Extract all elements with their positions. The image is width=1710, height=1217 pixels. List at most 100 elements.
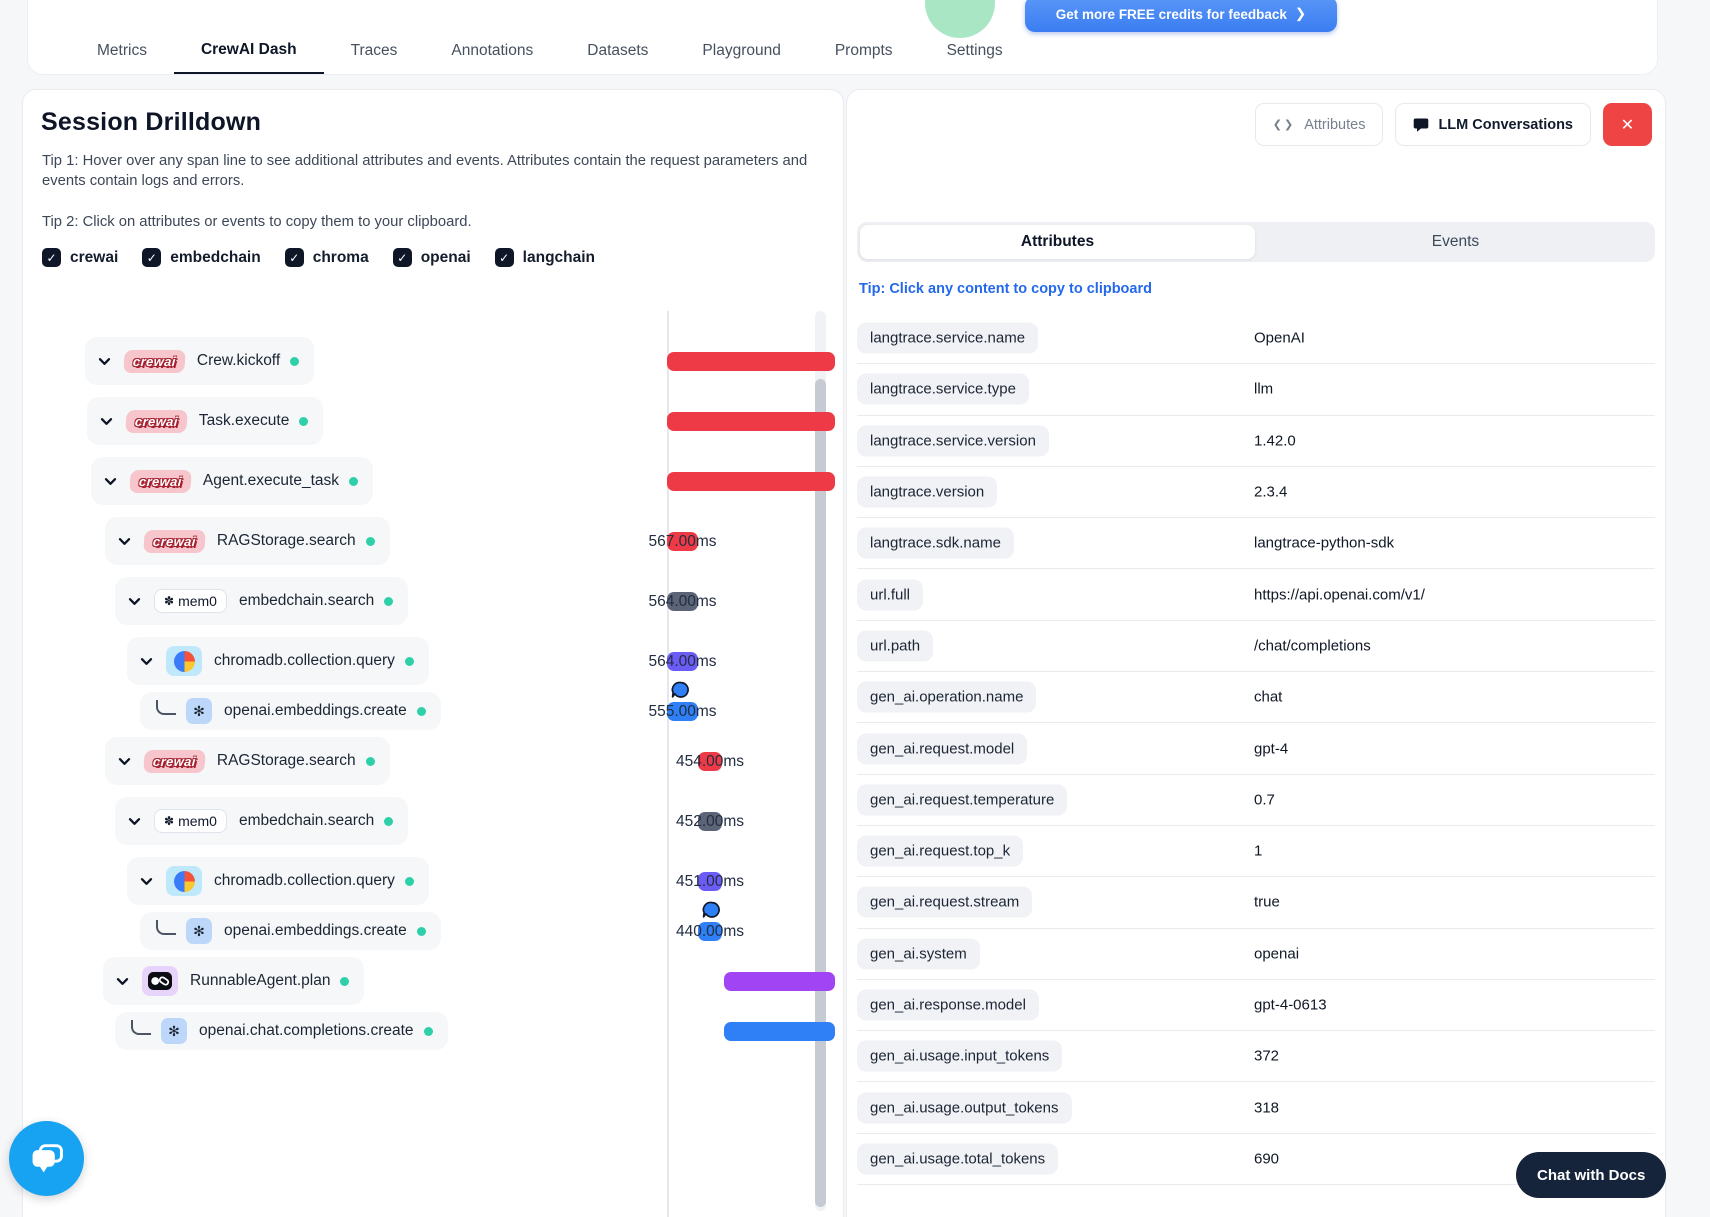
attribute-row[interactable]: langtrace.version 2.3.4 — [857, 467, 1655, 519]
attribute-key-chip[interactable]: langtrace.service.name — [857, 322, 1039, 354]
attribute-key-chip[interactable]: gen_ai.usage.output_tokens — [857, 1092, 1072, 1124]
attribute-row[interactable]: langtrace.service.name OpenAI — [857, 313, 1655, 365]
checkbox-checked-icon[interactable]: ✓ — [142, 248, 162, 267]
timeline-duration-chip[interactable] — [698, 751, 722, 771]
attribute-value[interactable]: llm — [1254, 380, 1274, 398]
attribute-value[interactable]: langtrace-python-sdk — [1254, 534, 1395, 552]
nav-tab-metrics[interactable]: Metrics — [97, 41, 147, 59]
chat-widget-button[interactable] — [9, 1121, 84, 1196]
checkbox-checked-icon[interactable]: ✓ — [494, 248, 514, 267]
attribute-row[interactable]: gen_ai.usage.total_tokens 690 — [857, 1134, 1655, 1186]
checkbox-checked-icon[interactable]: ✓ — [284, 248, 304, 267]
attribute-value[interactable]: chat — [1254, 688, 1283, 706]
attribute-row[interactable]: gen_ai.usage.input_tokens 372 — [857, 1031, 1655, 1083]
nav-tab-crewai-dash[interactable]: CrewAI Dash — [173, 27, 324, 74]
attribute-row[interactable]: langtrace.service.version 1.42.0 — [857, 416, 1655, 467]
nav-tab-prompts[interactable]: Prompts — [834, 41, 893, 59]
free-credits-button[interactable]: Get more FREE credits for feedback ❯ — [1025, 0, 1337, 32]
nav-tab-playground[interactable]: Playground — [702, 41, 781, 59]
span-row-Task-execute[interactable]: crewai Task.execute — [87, 397, 324, 445]
attribute-row[interactable]: gen_ai.system openai — [857, 929, 1655, 980]
checkbox-checked-icon[interactable]: ✓ — [42, 248, 61, 267]
span-row-embedchain-search[interactable]: ✽ mem0 embedchain.search — [115, 797, 409, 845]
attribute-value[interactable]: gpt-4-0613 — [1254, 996, 1327, 1014]
chevron-down-icon[interactable] — [115, 974, 130, 989]
attribute-value[interactable]: 0.7 — [1254, 791, 1275, 809]
attribute-key-chip[interactable]: gen_ai.request.model — [857, 733, 1028, 765]
attribute-key-chip[interactable]: url.full — [857, 579, 924, 611]
attribute-row[interactable]: gen_ai.request.model gpt-4 — [857, 723, 1655, 775]
timeline-duration-chip[interactable] — [698, 871, 722, 891]
timeline-duration-chip[interactable] — [667, 591, 698, 611]
chevron-down-icon[interactable] — [139, 654, 154, 669]
llm-conversations-button[interactable]: LLM Conversations — [1395, 103, 1591, 146]
chevron-down-icon[interactable] — [97, 354, 112, 369]
attribute-row[interactable]: gen_ai.response.model gpt-4-0613 — [857, 980, 1655, 1032]
chevron-down-icon[interactable] — [127, 814, 142, 829]
timeline-bar[interactable] — [667, 471, 835, 491]
attribute-value[interactable]: openai — [1254, 945, 1300, 963]
attribute-key-chip[interactable]: langtrace.service.version — [857, 425, 1049, 457]
attribute-key-chip[interactable]: gen_ai.operation.name — [857, 681, 1037, 713]
filter-crewai[interactable]: ✓ crewai — [42, 248, 118, 267]
attribute-row[interactable]: gen_ai.operation.name chat — [857, 672, 1655, 724]
attribute-value[interactable]: 1 — [1254, 842, 1263, 860]
attribute-key-chip[interactable]: gen_ai.usage.input_tokens — [857, 1040, 1063, 1072]
chevron-down-icon[interactable] — [103, 474, 118, 489]
filter-chroma[interactable]: ✓ chroma — [284, 248, 369, 267]
chat-with-docs-button[interactable]: Chat with Docs — [1516, 1152, 1667, 1198]
timeline-bar[interactable] — [724, 971, 835, 991]
scrollbar-thumb[interactable] — [815, 379, 826, 1207]
checkbox-checked-icon[interactable]: ✓ — [392, 248, 412, 267]
attribute-key-chip[interactable]: gen_ai.request.top_k — [857, 835, 1024, 867]
attribute-value[interactable]: OpenAI — [1254, 329, 1305, 347]
attribute-row[interactable]: gen_ai.usage.output_tokens 318 — [857, 1082, 1655, 1134]
nav-tab-datasets[interactable]: Datasets — [587, 41, 649, 59]
timeline-bar[interactable] — [667, 411, 835, 431]
attribute-key-chip[interactable]: langtrace.sdk.name — [857, 527, 1014, 559]
tab-events[interactable]: Events — [1431, 233, 1480, 250]
chevron-down-icon[interactable] — [99, 414, 114, 429]
chevron-down-icon[interactable] — [139, 874, 154, 889]
attribute-value[interactable]: gpt-4 — [1254, 740, 1289, 758]
attribute-value[interactable]: true — [1254, 893, 1280, 911]
chevron-down-icon[interactable] — [117, 534, 132, 549]
timeline-duration-chip[interactable] — [698, 811, 722, 831]
span-row-RAGStorage-search[interactable]: crewai RAGStorage.search — [105, 517, 390, 565]
timeline-duration-chip[interactable] — [667, 531, 698, 551]
attribute-key-chip[interactable]: gen_ai.request.stream — [857, 886, 1033, 918]
attribute-key-chip[interactable]: langtrace.service.type — [857, 373, 1029, 405]
span-row-openai-chat-completions-create[interactable]: ✻ openai.chat.completions.create — [115, 1012, 448, 1050]
attribute-row[interactable]: langtrace.sdk.name langtrace-python-sdk — [857, 518, 1655, 570]
timeline-duration-chip[interactable] — [667, 701, 698, 721]
chevron-down-icon[interactable] — [127, 594, 142, 609]
attribute-key-chip[interactable]: gen_ai.response.model — [857, 989, 1039, 1021]
attribute-row[interactable]: url.path/chat/completions — [857, 621, 1655, 673]
attribute-row[interactable]: gen_ai.request.top_k 1 — [857, 826, 1655, 878]
attribute-value[interactable]: 2.3.4 — [1254, 483, 1288, 501]
span-row-embedchain-search[interactable]: ✽ mem0 embedchain.search — [115, 577, 409, 625]
attribute-row[interactable]: url.full https://api.openai.com/v1/ — [857, 569, 1655, 621]
timeline-duration-chip[interactable] — [698, 921, 722, 941]
chevron-down-icon[interactable] — [117, 754, 132, 769]
close-panel-button[interactable]: ✕ — [1603, 103, 1652, 146]
span-row-RunnableAgent-plan[interactable]: RunnableAgent.plan — [103, 957, 365, 1005]
attribute-key-chip[interactable]: url.path — [857, 630, 934, 662]
attribute-row[interactable]: langtrace.service.type llm — [857, 364, 1655, 416]
timeline-bar[interactable] — [724, 1021, 835, 1041]
tab-attributes[interactable]: Attributes — [860, 225, 1255, 259]
attribute-value[interactable]: 1.42.0 — [1254, 432, 1296, 450]
timeline-duration-chip[interactable] — [667, 651, 698, 671]
span-row-chromadb-collection-query[interactable]: chromadb.collection.query — [127, 857, 429, 905]
copy-tip-link[interactable]: Tip: Click any content to copy to clipbo… — [859, 281, 1152, 297]
attribute-row[interactable]: gen_ai.request.temperature 0.7 — [857, 775, 1655, 826]
attribute-value[interactable]: 318 — [1254, 1099, 1280, 1117]
attribute-key-chip[interactable]: langtrace.version — [857, 476, 998, 508]
span-row-openai-embeddings-create[interactable]: ✻ openai.embeddings.create — [140, 692, 441, 730]
attributes-toggle-button[interactable]: ❮❯ Attributes — [1254, 103, 1384, 146]
span-row-chromadb-collection-query[interactable]: chromadb.collection.query — [127, 637, 429, 685]
attribute-value[interactable]: /chat/completions — [1254, 637, 1371, 655]
attribute-key-chip[interactable]: gen_ai.usage.total_tokens — [857, 1143, 1059, 1175]
filter-embedchain[interactable]: ✓ embedchain — [142, 248, 261, 267]
filter-openai[interactable]: ✓ openai — [392, 248, 471, 267]
